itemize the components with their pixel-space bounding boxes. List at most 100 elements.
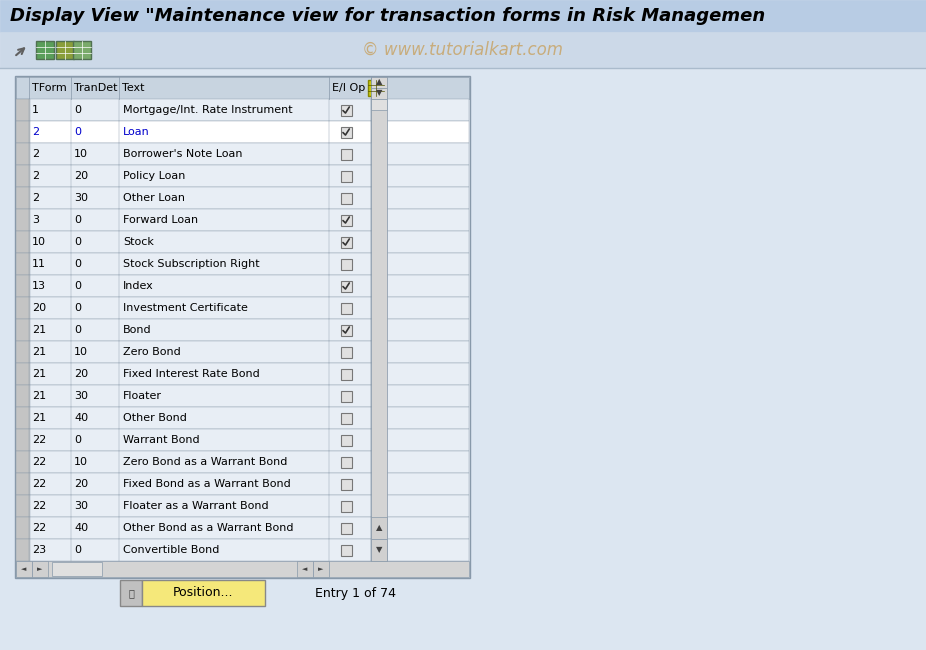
Text: 0: 0 xyxy=(74,303,81,313)
Text: 0: 0 xyxy=(74,281,81,291)
FancyBboxPatch shape xyxy=(16,363,30,385)
FancyBboxPatch shape xyxy=(16,231,30,253)
FancyBboxPatch shape xyxy=(371,231,387,253)
Text: 2: 2 xyxy=(32,171,39,181)
FancyBboxPatch shape xyxy=(371,297,387,319)
Text: Stock: Stock xyxy=(123,237,154,247)
FancyBboxPatch shape xyxy=(16,517,469,539)
Text: 10: 10 xyxy=(74,457,88,467)
FancyBboxPatch shape xyxy=(297,561,313,577)
FancyBboxPatch shape xyxy=(371,275,387,297)
Text: 10: 10 xyxy=(32,237,46,247)
FancyBboxPatch shape xyxy=(120,580,142,606)
FancyBboxPatch shape xyxy=(142,580,265,606)
FancyBboxPatch shape xyxy=(15,76,470,578)
FancyBboxPatch shape xyxy=(371,429,387,451)
Text: Other Bond: Other Bond xyxy=(123,413,187,423)
Text: 0: 0 xyxy=(74,259,81,269)
FancyBboxPatch shape xyxy=(341,545,352,556)
FancyBboxPatch shape xyxy=(371,517,387,539)
Text: ◄: ◄ xyxy=(302,566,307,572)
FancyBboxPatch shape xyxy=(16,297,469,319)
FancyBboxPatch shape xyxy=(16,341,469,363)
Text: Investment Certificate: Investment Certificate xyxy=(123,303,248,313)
FancyBboxPatch shape xyxy=(341,214,352,226)
FancyBboxPatch shape xyxy=(16,473,469,495)
FancyBboxPatch shape xyxy=(371,99,387,110)
Text: 13: 13 xyxy=(32,281,46,291)
FancyBboxPatch shape xyxy=(341,148,352,159)
FancyBboxPatch shape xyxy=(341,500,352,512)
FancyBboxPatch shape xyxy=(0,0,926,32)
FancyBboxPatch shape xyxy=(16,385,30,407)
FancyBboxPatch shape xyxy=(371,385,387,407)
FancyBboxPatch shape xyxy=(16,451,469,473)
Text: ◄: ◄ xyxy=(21,566,27,572)
FancyBboxPatch shape xyxy=(16,319,30,341)
Text: 21: 21 xyxy=(32,391,46,401)
FancyBboxPatch shape xyxy=(371,77,387,88)
Text: 22: 22 xyxy=(32,501,46,511)
FancyBboxPatch shape xyxy=(341,456,352,467)
Text: Zero Bond as a Warrant Bond: Zero Bond as a Warrant Bond xyxy=(123,457,287,467)
FancyBboxPatch shape xyxy=(0,32,926,68)
FancyBboxPatch shape xyxy=(16,77,469,99)
FancyBboxPatch shape xyxy=(371,99,387,121)
Text: 0: 0 xyxy=(74,127,81,137)
FancyBboxPatch shape xyxy=(371,88,387,99)
FancyBboxPatch shape xyxy=(56,41,74,59)
FancyBboxPatch shape xyxy=(16,165,469,187)
FancyBboxPatch shape xyxy=(73,41,91,59)
Text: ▼: ▼ xyxy=(376,88,382,98)
Text: ▲: ▲ xyxy=(376,77,382,86)
FancyBboxPatch shape xyxy=(341,127,352,138)
Text: Text: Text xyxy=(122,83,144,93)
FancyBboxPatch shape xyxy=(371,473,387,495)
FancyBboxPatch shape xyxy=(341,281,352,291)
FancyBboxPatch shape xyxy=(16,517,30,539)
FancyBboxPatch shape xyxy=(371,539,387,561)
Text: 📋: 📋 xyxy=(128,588,134,598)
FancyBboxPatch shape xyxy=(16,99,469,121)
FancyBboxPatch shape xyxy=(371,451,387,473)
FancyBboxPatch shape xyxy=(371,209,387,231)
FancyBboxPatch shape xyxy=(16,561,469,577)
Text: 22: 22 xyxy=(32,479,46,489)
Text: 30: 30 xyxy=(74,391,88,401)
FancyBboxPatch shape xyxy=(371,517,387,539)
FancyBboxPatch shape xyxy=(16,539,469,561)
Text: Position...: Position... xyxy=(173,586,233,599)
Text: 30: 30 xyxy=(74,501,88,511)
Text: Zero Bond: Zero Bond xyxy=(123,347,181,357)
Text: Warrant Bond: Warrant Bond xyxy=(123,435,200,445)
Text: 0: 0 xyxy=(74,325,81,335)
FancyBboxPatch shape xyxy=(16,429,469,451)
Text: 10: 10 xyxy=(74,347,88,357)
Text: 22: 22 xyxy=(32,435,46,445)
FancyBboxPatch shape xyxy=(16,429,30,451)
Text: 0: 0 xyxy=(74,237,81,247)
FancyBboxPatch shape xyxy=(341,237,352,248)
FancyBboxPatch shape xyxy=(341,369,352,380)
FancyBboxPatch shape xyxy=(371,165,387,187)
FancyBboxPatch shape xyxy=(16,143,469,165)
Text: ▼: ▼ xyxy=(376,545,382,554)
Text: Index: Index xyxy=(123,281,154,291)
Text: Stock Subscription Right: Stock Subscription Right xyxy=(123,259,259,269)
FancyBboxPatch shape xyxy=(16,407,469,429)
FancyBboxPatch shape xyxy=(371,99,387,561)
FancyBboxPatch shape xyxy=(16,473,30,495)
Text: 21: 21 xyxy=(32,325,46,335)
FancyBboxPatch shape xyxy=(341,478,352,489)
Text: Floater: Floater xyxy=(123,391,162,401)
FancyBboxPatch shape xyxy=(371,143,387,165)
Text: 1: 1 xyxy=(32,105,39,115)
Text: 2: 2 xyxy=(32,127,39,137)
FancyBboxPatch shape xyxy=(52,562,102,576)
FancyBboxPatch shape xyxy=(16,495,30,517)
Text: Fixed Interest Rate Bond: Fixed Interest Rate Bond xyxy=(123,369,260,379)
Text: 11: 11 xyxy=(32,259,46,269)
FancyBboxPatch shape xyxy=(371,187,387,209)
FancyBboxPatch shape xyxy=(368,80,384,96)
Text: 20: 20 xyxy=(74,479,88,489)
